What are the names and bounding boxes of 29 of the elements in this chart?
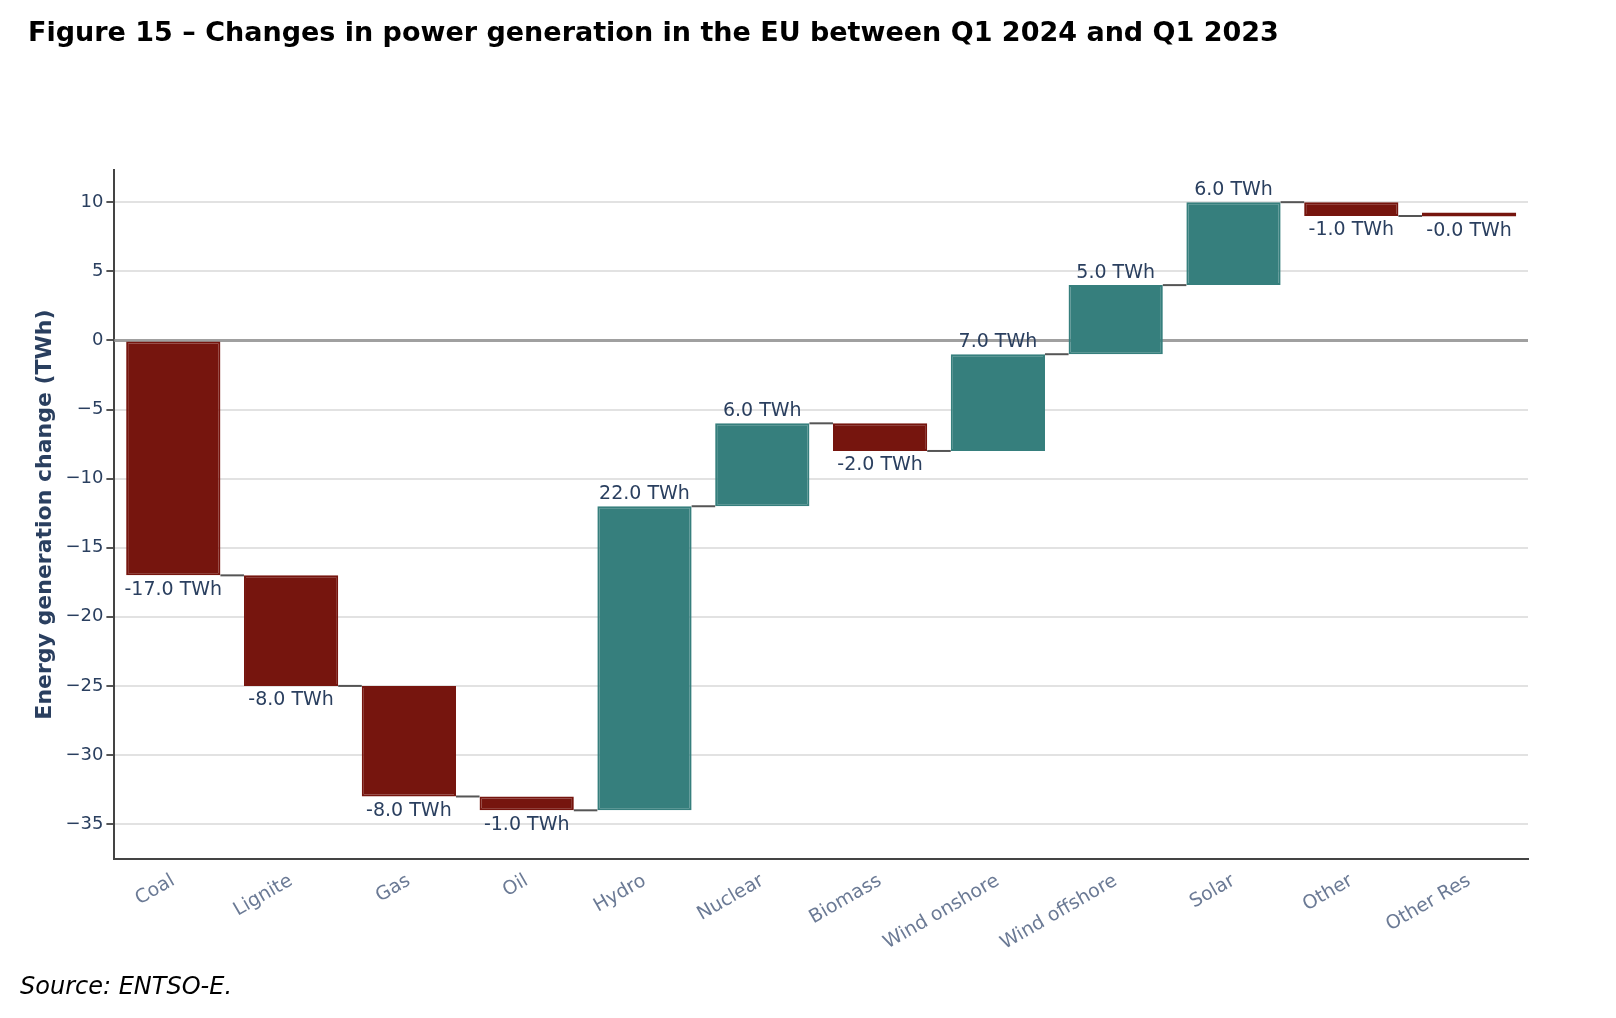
- y-tick-label: −20: [65, 604, 104, 626]
- data-label: -2.0 TWh: [837, 452, 923, 475]
- y-axis-title: Energy generation change (TWh): [30, 309, 56, 720]
- chart-title: Figure 15 – Changes in power generation in the EU between Q1 2024 and Q1 2023: [28, 16, 1279, 48]
- data-label: -1.0 TWh: [483, 811, 570, 834]
- data-label: 22.0 TWh: [599, 480, 690, 503]
- source-note: Source: ENTSO-E.: [20, 972, 234, 1000]
- y-tick-label: −15: [65, 535, 104, 557]
- data-label: -0.0 TWh: [1426, 218, 1512, 240]
- y-tick-label: −10: [65, 466, 104, 488]
- y-tick-label: −25: [65, 673, 104, 695]
- data-label: 6.0 TWh: [722, 397, 802, 420]
- data-label: -1.0 TWh: [1308, 217, 1395, 240]
- data-label: -8.0 TWh: [248, 687, 334, 710]
- y-tick-label: −35: [65, 811, 104, 833]
- data-label: 5.0 TWh: [1076, 259, 1156, 282]
- x-tick-label: Oil: [498, 868, 532, 901]
- data-label: -17.0 TWh: [124, 576, 223, 599]
- data-label: -8.0 TWh: [366, 797, 452, 820]
- x-tick-label: Gas: [370, 868, 414, 906]
- y-tick-label: 0: [91, 328, 104, 350]
- x-tick-label: Coal: [130, 868, 178, 909]
- y-tick-label: −30: [65, 742, 104, 764]
- y-tick-label: 5: [91, 258, 104, 280]
- y-tick-label: −5: [76, 397, 104, 419]
- data-label: 6.0 TWh: [1194, 176, 1273, 199]
- x-tick-label: Solar: [1185, 868, 1239, 912]
- y-tick-label: 10: [80, 189, 104, 211]
- data-label: 7.0 TWh: [958, 328, 1038, 351]
